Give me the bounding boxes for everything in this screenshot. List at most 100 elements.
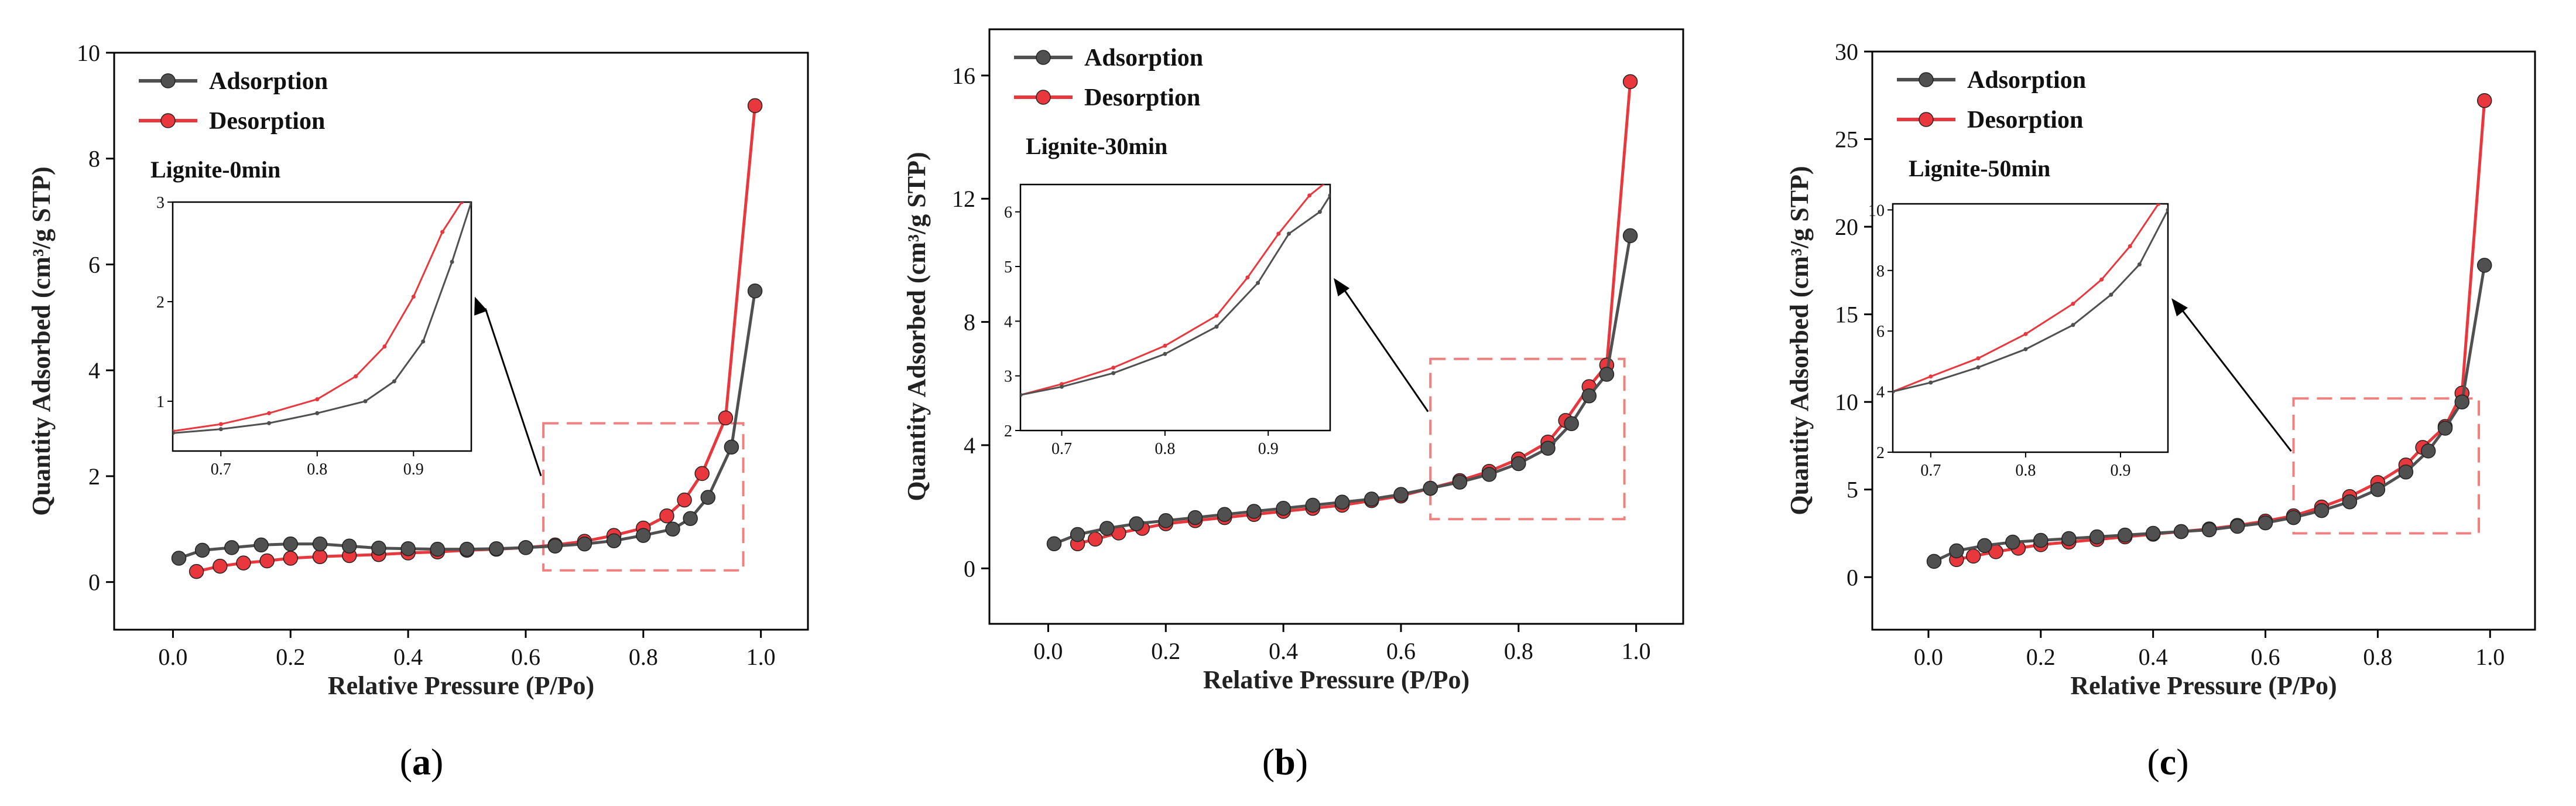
- x-axis-title: Relative Pressure (P/Po): [1203, 665, 1469, 694]
- sample-label: Lignite-50min: [1909, 155, 2050, 182]
- inset-y-tick-label-3: 5: [1004, 258, 1012, 276]
- desorption-series-point-0: [189, 563, 204, 579]
- sample-label: Lignite-30min: [1026, 133, 1167, 159]
- y-tick-label-0: 0: [1847, 564, 1858, 590]
- adsorption-series-point-15: [2342, 494, 2358, 510]
- inset-desorption-point-3: [315, 397, 320, 402]
- adsorption-series-point-9: [430, 541, 446, 557]
- x-tick-label-3: 0.6: [2251, 644, 2280, 670]
- y-tick-label-4: 8: [88, 146, 100, 172]
- inset-desorption-point-3: [1163, 343, 1167, 348]
- adsorption-series-point-16: [1511, 456, 1526, 472]
- inset-desorption-point-7: [440, 230, 445, 234]
- x-axis-title: Relative Pressure (P/Po): [2070, 671, 2337, 700]
- inset-desorption-point-2: [267, 411, 271, 415]
- inset-desorption-point-2: [1976, 356, 1981, 361]
- caption-close: ): [431, 741, 443, 783]
- adsorption-series-point-19: [1581, 388, 1597, 404]
- adsorption-series-line: [178, 291, 757, 560]
- y-tick-label-0: 0: [88, 569, 100, 596]
- inset-adsorption-point-7: [1317, 210, 1322, 214]
- panel-caption-c: (c): [2147, 741, 2188, 783]
- adsorption-series-point-12: [1393, 487, 1409, 502]
- inset-adsorption-point-0: [1893, 390, 1895, 394]
- adsorption-series-point-14: [577, 536, 592, 552]
- adsorption-series-point-0: [1926, 554, 1942, 569]
- inset-y-tick-label-2: 4: [1004, 313, 1012, 331]
- inset-y-tick-label-1: 4: [1876, 384, 1885, 402]
- inset-desorption-point-1: [1928, 374, 1933, 379]
- adsorption-series-point-8: [400, 541, 416, 556]
- inset-adsorption-point-5: [2109, 292, 2113, 297]
- desorption-series-point-21: [1622, 74, 1638, 90]
- adsorption-series-point-11: [1364, 491, 1379, 507]
- inset-y-tick-label-4: 10: [1868, 202, 1885, 220]
- y-axis-title: Quantity Adsorbed (cm³/g STP): [27, 166, 56, 515]
- inset-y-tick-label-1: 3: [1004, 368, 1012, 386]
- adsorption-series-point-8: [1276, 501, 1291, 516]
- adsorption-series-point-15: [1481, 467, 1497, 482]
- inset-adsorption-point-2: [1111, 371, 1116, 375]
- desorption-series-point-17: [659, 508, 674, 524]
- adsorption-series-point-0: [1046, 536, 1062, 552]
- adsorption-series-point-20: [724, 439, 739, 455]
- inset-plot: 0.7 0.8 0.9 2 3 4 5 6: [1004, 177, 1332, 458]
- inset-desorption-point-8: [1328, 177, 1332, 181]
- inset-adsorption-point-6: [2137, 262, 2142, 267]
- adsorption-series-point-2: [224, 540, 239, 555]
- inset-curves: [1893, 204, 2168, 394]
- adsorption-series-point-6: [1217, 507, 1232, 522]
- x-tick-label-1: 0.2: [1151, 638, 1180, 664]
- inset-y-tick-label-2: 6: [1876, 323, 1885, 341]
- desorption-series-point-5: [312, 549, 328, 565]
- adsorption-series-point-13: [2286, 510, 2301, 525]
- y-tick-label-4: 16: [952, 63, 975, 89]
- inset-desorption-point-7: [1307, 193, 1312, 198]
- desorption-series-point-21: [747, 98, 763, 114]
- inset-adsorption-point-3: [1163, 351, 1167, 356]
- adsorption-series-point-6: [341, 538, 357, 554]
- adsorption-series-point-19: [700, 490, 716, 505]
- adsorption-series-point-18: [2420, 443, 2436, 459]
- inset-x-tick-label-0: 0.7: [1920, 462, 1941, 480]
- adsorption-series-point-0: [171, 551, 187, 566]
- x-tick-label-4: 0.8: [1504, 638, 1533, 664]
- adsorption-series-point-13: [547, 538, 563, 554]
- inset-adsorption-point-6: [1287, 231, 1291, 236]
- inset-desorption-point-5: [1245, 275, 1250, 280]
- inset-adsorption-point-0: [1020, 392, 1023, 397]
- sample-label: Lignite-0min: [150, 156, 280, 183]
- legend-marker-0: [1919, 72, 1934, 87]
- adsorption-series-point-1: [194, 542, 210, 558]
- inset-adsorption-point-2: [267, 421, 271, 425]
- caption-letter: b: [1275, 741, 1296, 783]
- x-tick-label-2: 0.4: [393, 644, 423, 670]
- y-tick-label-3: 6: [88, 251, 100, 278]
- plot-frame: [1871, 50, 2536, 631]
- y-axis-title: Quantity Adsorbed (cm³/g STP): [902, 152, 931, 501]
- zoom-box: [2292, 397, 2481, 535]
- y-axis-title: Quantity Adsorbed (cm³/g STP): [1785, 166, 1814, 515]
- adsorption-series-point-3: [254, 537, 269, 553]
- inset-x-tick-label-1: 0.8: [1155, 440, 1175, 458]
- desorption-series-point-18: [677, 492, 692, 508]
- inset-desorption-point-3: [2023, 332, 2028, 336]
- chart-panel-a: 0.0 0.2 0.4 0.6 0.8 1.0 0 2 4 6 8 10 Relative Pressu…: [27, 40, 809, 700]
- caption-letter: a: [412, 741, 431, 783]
- inset-desorption-point-4: [1214, 313, 1219, 318]
- inset-y-tick-label-0: 1: [156, 393, 165, 411]
- adsorption-series-line: [1933, 265, 2486, 563]
- inset-frame: [1892, 203, 2169, 453]
- legend-marker-0: [160, 73, 176, 88]
- chart-panel-c: 0.0 0.2 0.4 0.6 0.8 1.0 0 5 10 15 20 25 30 Relative P…: [1785, 39, 2536, 700]
- zoom-arrow-head: [2171, 298, 2188, 317]
- adsorption-series-line: [1053, 235, 1632, 545]
- x-tick-label-3: 0.6: [1386, 638, 1416, 664]
- inset-plot: 0.7 0.8 0.9 1 2 3: [156, 194, 472, 479]
- adsorption-series-point-12: [2258, 515, 2273, 531]
- adsorption-series-point-15: [606, 533, 622, 548]
- x-tick-label-0: 0.0: [1033, 638, 1063, 664]
- legend-label-1: Desorption: [209, 108, 325, 135]
- inset-adsorption-point-6: [421, 339, 426, 344]
